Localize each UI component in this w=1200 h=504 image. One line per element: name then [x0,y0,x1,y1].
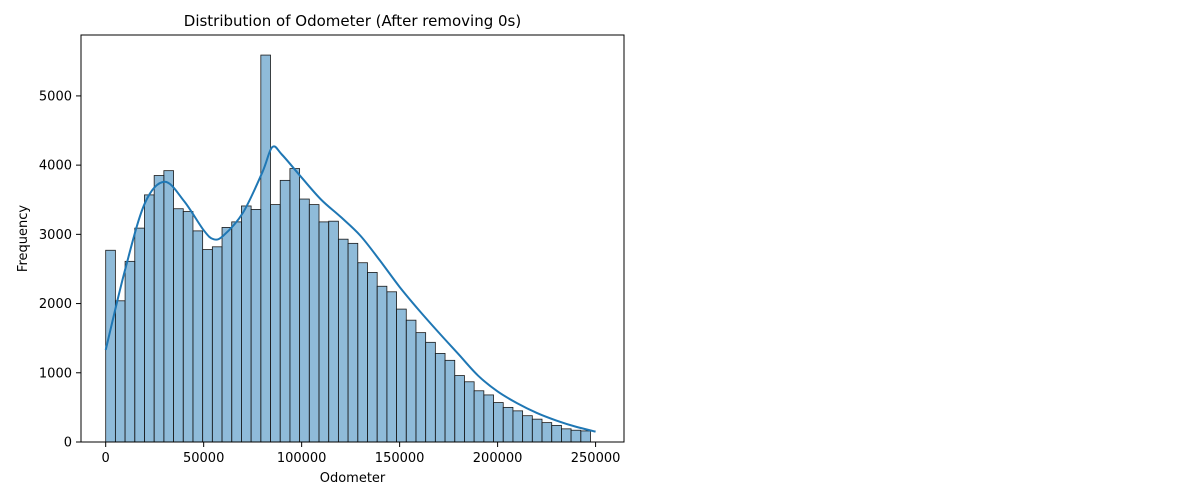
y-tick-label: 3000 [39,228,72,243]
histogram-bar [493,402,504,443]
histogram-bar [570,429,582,443]
histogram-bar [483,394,494,443]
histogram-bar [182,211,194,443]
histogram-bar [415,332,427,443]
histogram-bar [425,341,436,443]
plot-area-frame [80,34,625,443]
chart-title: Distribution of Odometer (After removing… [184,12,521,30]
y-axis-ticks: 0 1000 2000 3000 4000 5000 [39,89,81,451]
x-tick-label: 100000 [277,451,327,466]
histogram-bar [134,227,145,443]
histogram-bar [260,54,271,443]
histogram-bar [318,221,330,443]
x-axis-ticks: 0 50000 100000 150000 200000 250000 [102,442,621,466]
histogram-bar [522,415,533,443]
histogram-bar [551,424,562,443]
histogram-bar [114,300,126,443]
x-tick-label: 50000 [183,451,224,466]
histogram-bar [163,170,174,443]
y-tick-label: 0 [64,436,72,451]
histogram-bar [502,406,514,443]
histogram-bar [192,230,204,443]
histogram-bar [231,221,242,443]
kde-line [104,145,596,433]
histogram-bar [202,249,213,443]
histogram-bar [328,220,339,443]
histogram-bar [444,359,456,443]
histogram-bar [367,272,378,443]
histogram-bar [144,194,155,443]
y-tick-label: 1000 [39,366,72,381]
histogram-bar [376,285,388,443]
histogram-bar [541,422,553,443]
histogram-bar [396,308,407,443]
x-tick-label: 250000 [571,451,621,466]
x-tick-label: 150000 [375,451,425,466]
x-axis-label: Odometer [320,471,386,486]
histogram-bar [250,209,262,443]
histogram-bar [211,246,223,443]
histogram-bar [580,430,591,443]
histogram-bar [357,262,368,443]
histogram-bar [531,418,543,443]
histogram-bar [464,381,475,443]
histogram-bar [347,242,359,443]
y-tick-label: 4000 [39,159,72,174]
histogram-bar [270,204,281,443]
histogram-bar [337,238,349,443]
histogram-bar [153,175,165,443]
histogram-bar [124,260,136,443]
y-tick-label: 5000 [39,89,72,104]
histogram-bar [561,428,572,443]
x-tick-label: 0 [102,451,110,466]
y-tick-label: 2000 [39,297,72,312]
histogram-bar [386,291,397,443]
x-tick-label: 200000 [473,451,523,466]
histogram-bar [299,198,310,443]
histogram-bar [434,353,446,443]
histogram-bars [105,54,591,443]
histogram-bar [473,390,485,443]
histogram-bar [173,208,184,443]
histogram-bar [241,205,252,443]
histogram-bar [289,168,301,443]
histogram-bar [308,204,320,443]
histogram-bar [221,227,233,443]
histogram-bar [454,375,465,443]
histogram-bar [405,319,417,443]
y-axis-label: Frequency [16,205,31,272]
histogram-bar [512,410,524,443]
histogram-bar [279,179,291,443]
